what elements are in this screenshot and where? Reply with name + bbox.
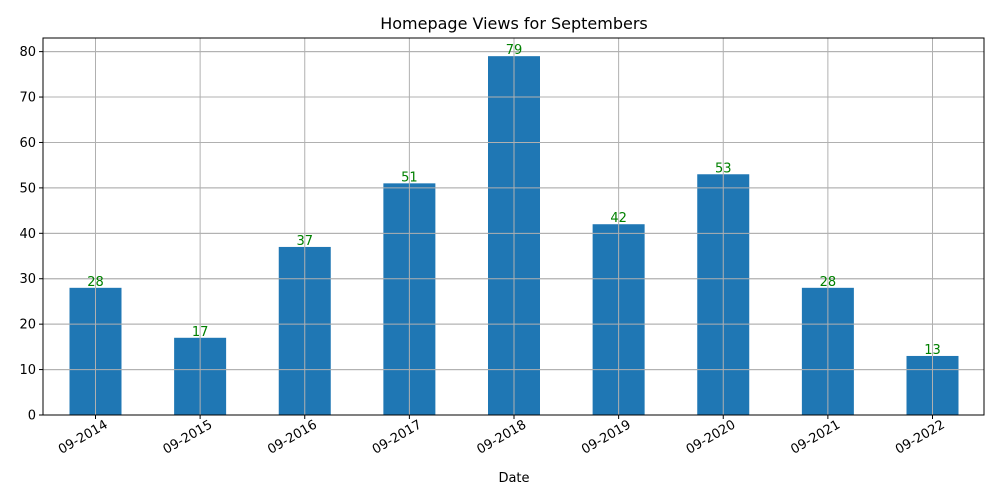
data-labels: 28 17 37 51 79 42 53 28 13 — [87, 43, 941, 358]
data-label: 37 — [296, 234, 313, 249]
y-tick-label: 10 — [19, 363, 36, 378]
x-axis-label: Date — [498, 471, 529, 486]
y-axis: 0 10 20 30 40 50 60 70 80 — [19, 45, 43, 424]
x-tick-label: 09-2020 — [684, 417, 739, 457]
y-tick-label: 0 — [28, 409, 36, 424]
data-label: 17 — [192, 325, 209, 340]
x-tick-label: 09-2021 — [788, 417, 843, 457]
y-tick-label: 20 — [19, 318, 36, 333]
data-label: 53 — [715, 161, 732, 176]
data-label: 28 — [820, 275, 837, 290]
x-tick-label: 09-2019 — [579, 417, 634, 457]
y-tick-label: 80 — [19, 45, 36, 60]
data-label: 13 — [924, 343, 941, 358]
data-label: 79 — [506, 43, 523, 58]
data-label: 51 — [401, 170, 418, 185]
data-label: 42 — [610, 211, 627, 226]
y-tick-label: 60 — [19, 136, 36, 151]
x-tick-label: 09-2015 — [161, 417, 216, 457]
x-axis: 09-2014 09-2015 09-2016 09-2017 09-2018 09-20… — [56, 415, 948, 458]
x-tick-label: 09-2016 — [265, 417, 320, 457]
data-label: 28 — [87, 275, 104, 290]
x-tick-label: 09-2017 — [370, 417, 425, 457]
chart-title: Homepage Views for Septembers — [380, 14, 648, 33]
y-tick-label: 40 — [19, 227, 36, 242]
x-tick-label: 09-2014 — [56, 417, 111, 457]
y-tick-label: 50 — [19, 181, 36, 196]
x-tick-label: 09-2018 — [474, 417, 529, 457]
y-tick-label: 70 — [19, 91, 36, 106]
x-tick-label: 09-2022 — [893, 417, 948, 457]
y-tick-label: 30 — [19, 272, 36, 287]
